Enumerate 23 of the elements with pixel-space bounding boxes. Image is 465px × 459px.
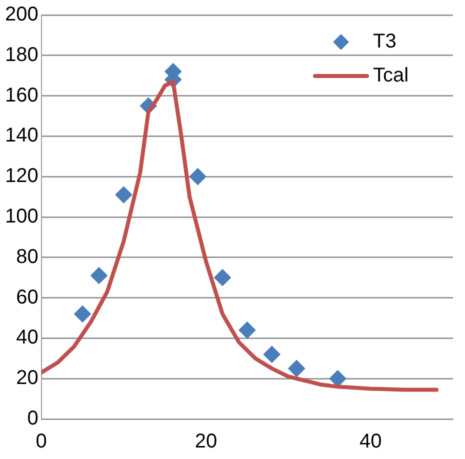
y-tick-label: 120 [4, 165, 38, 188]
y-tick-label: 100 [4, 206, 38, 228]
point [74, 305, 92, 322]
point [189, 168, 206, 186]
point [288, 360, 306, 377]
y-tick-label: 40 [16, 326, 38, 349]
point [238, 322, 256, 339]
legend-label: T3 [373, 30, 396, 53]
y-tick-label: 180 [4, 44, 38, 66]
point [214, 269, 231, 286]
legend-label: Tcal [373, 64, 409, 87]
y-tick-label: 60 [16, 286, 38, 308]
y-tick-label: 20 [16, 367, 38, 390]
point [115, 186, 132, 204]
y-tick-label: 140 [4, 124, 38, 147]
y-tick-label: 0 [27, 408, 38, 430]
point [263, 346, 280, 363]
y-tick-label: 80 [16, 246, 38, 268]
point [90, 267, 108, 284]
y-tick-label: 200 [4, 4, 38, 26]
y-tick-label: 160 [4, 84, 38, 106]
x-tick-label: 20 [194, 430, 218, 453]
x-tick-label: 40 [360, 430, 382, 453]
